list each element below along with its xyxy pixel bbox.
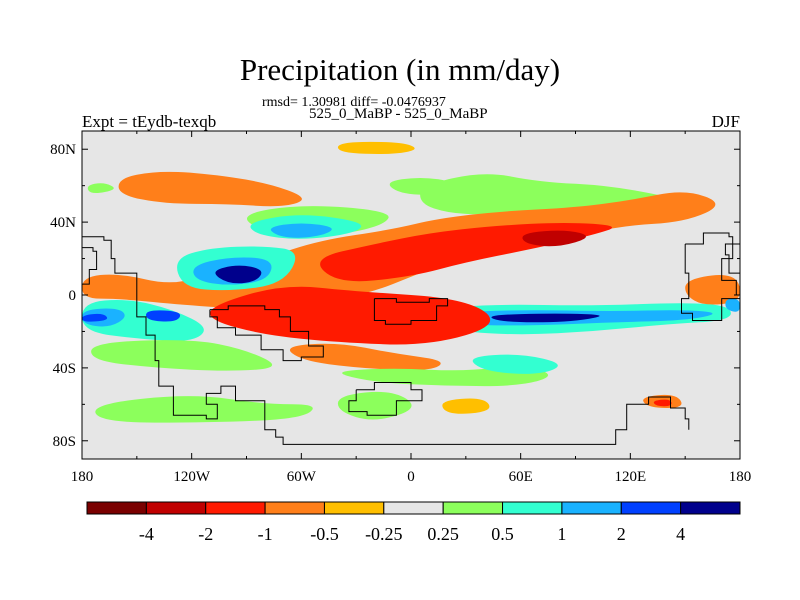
colorbar-swatch [205,501,266,515]
colorbar-label: -0.5 [310,524,339,544]
colorbar-label: -1 [258,524,273,544]
y-tick-label: 0 [69,288,77,304]
coastline-americas-coast [82,236,690,445]
chart-title: Precipitation (in mm/day) [239,52,561,87]
y-tick-label: 80S [53,434,76,450]
colorbar: -4 -2 -1 -0.5 -0.25 0.25 0.5 1 2 4 [86,501,741,544]
region-atlantic-blue-mid [270,223,332,238]
colorbar-swatch [442,501,504,515]
chart-subtitle: 525_0_MaBP - 525_0_MaBP [309,106,488,122]
region-southeast-dark-patch [653,399,672,407]
x-tick-label: 0 [407,469,415,485]
colorbar-swatch [86,501,147,515]
region-indian-ocean-navy [491,313,600,323]
region-tropical-navy [215,265,262,284]
season-label: DJF [711,112,740,131]
colorbar-label: 1 [557,524,566,544]
region-east-pacific-red [685,274,740,305]
x-tick-label: 180 [71,469,94,485]
x-tick-label: 60W [287,469,317,485]
colorbar-swatch [620,501,682,515]
colorbar-swatch [502,501,563,515]
x-tick-label: 60E [509,469,533,485]
region-north-pacific-green [87,183,114,194]
colorbar-label: 2 [617,524,626,544]
contour-fill-layer [82,141,740,423]
coastline-australia-east [681,232,740,321]
colorbar-swatch [264,501,325,515]
colorbar-swatch [383,501,444,515]
coastline-south-america [209,305,324,362]
region-south-orange-patch [442,398,490,414]
y-axis: 80N 40N 0 40S 80S [50,142,740,450]
region-south-atlantic-cyan [472,354,558,374]
region-south-atlantic-orange [289,343,441,371]
region-south-pacific-deep [146,310,181,322]
region-east-edge-blue [725,298,740,312]
colorbar-label: -0.25 [365,524,403,544]
coastline-africa [373,298,449,325]
x-tick-label: 120W [173,469,211,485]
colorbar-label: 0.25 [427,524,459,544]
colorbar-label: 4 [676,524,685,544]
region-arctic-orange-band [337,141,415,155]
region-east-asia-dark [522,230,586,247]
colorbar-label: -2 [198,524,213,544]
region-equatorial-red [209,286,491,345]
experiment-label: Expt = tEydb-texqb [82,112,217,131]
colorbar-swatch [145,501,207,515]
region-north-pacific-orange [118,171,302,207]
colorbar-swatch [561,501,622,515]
region-south-pacific-green [91,340,273,371]
colorbar-label: 0.5 [491,524,514,544]
coastline-antarctic-island [348,382,423,416]
coastline-layer [82,232,740,445]
x-tick-label: 120E [614,469,646,485]
colorbar-swatch [680,501,741,515]
x-axis: 180 120W 60W 0 60E 120E 180 [71,131,752,485]
colorbar-swatch [323,501,385,515]
y-tick-label: 80N [50,142,76,158]
coastline-left-edge-coast [82,247,98,288]
x-tick-label: 180 [729,469,752,485]
y-tick-label: 40N [50,215,76,231]
colorbar-label: -4 [139,524,154,544]
coastline-east-pacific-island [724,243,740,274]
region-west-pacific-deep [82,313,108,322]
stats-text: rmsd= 1.30981 diff= -0.0476937 [262,95,446,110]
y-tick-label: 40S [53,361,76,377]
region-southern-ocean-green [95,396,313,423]
